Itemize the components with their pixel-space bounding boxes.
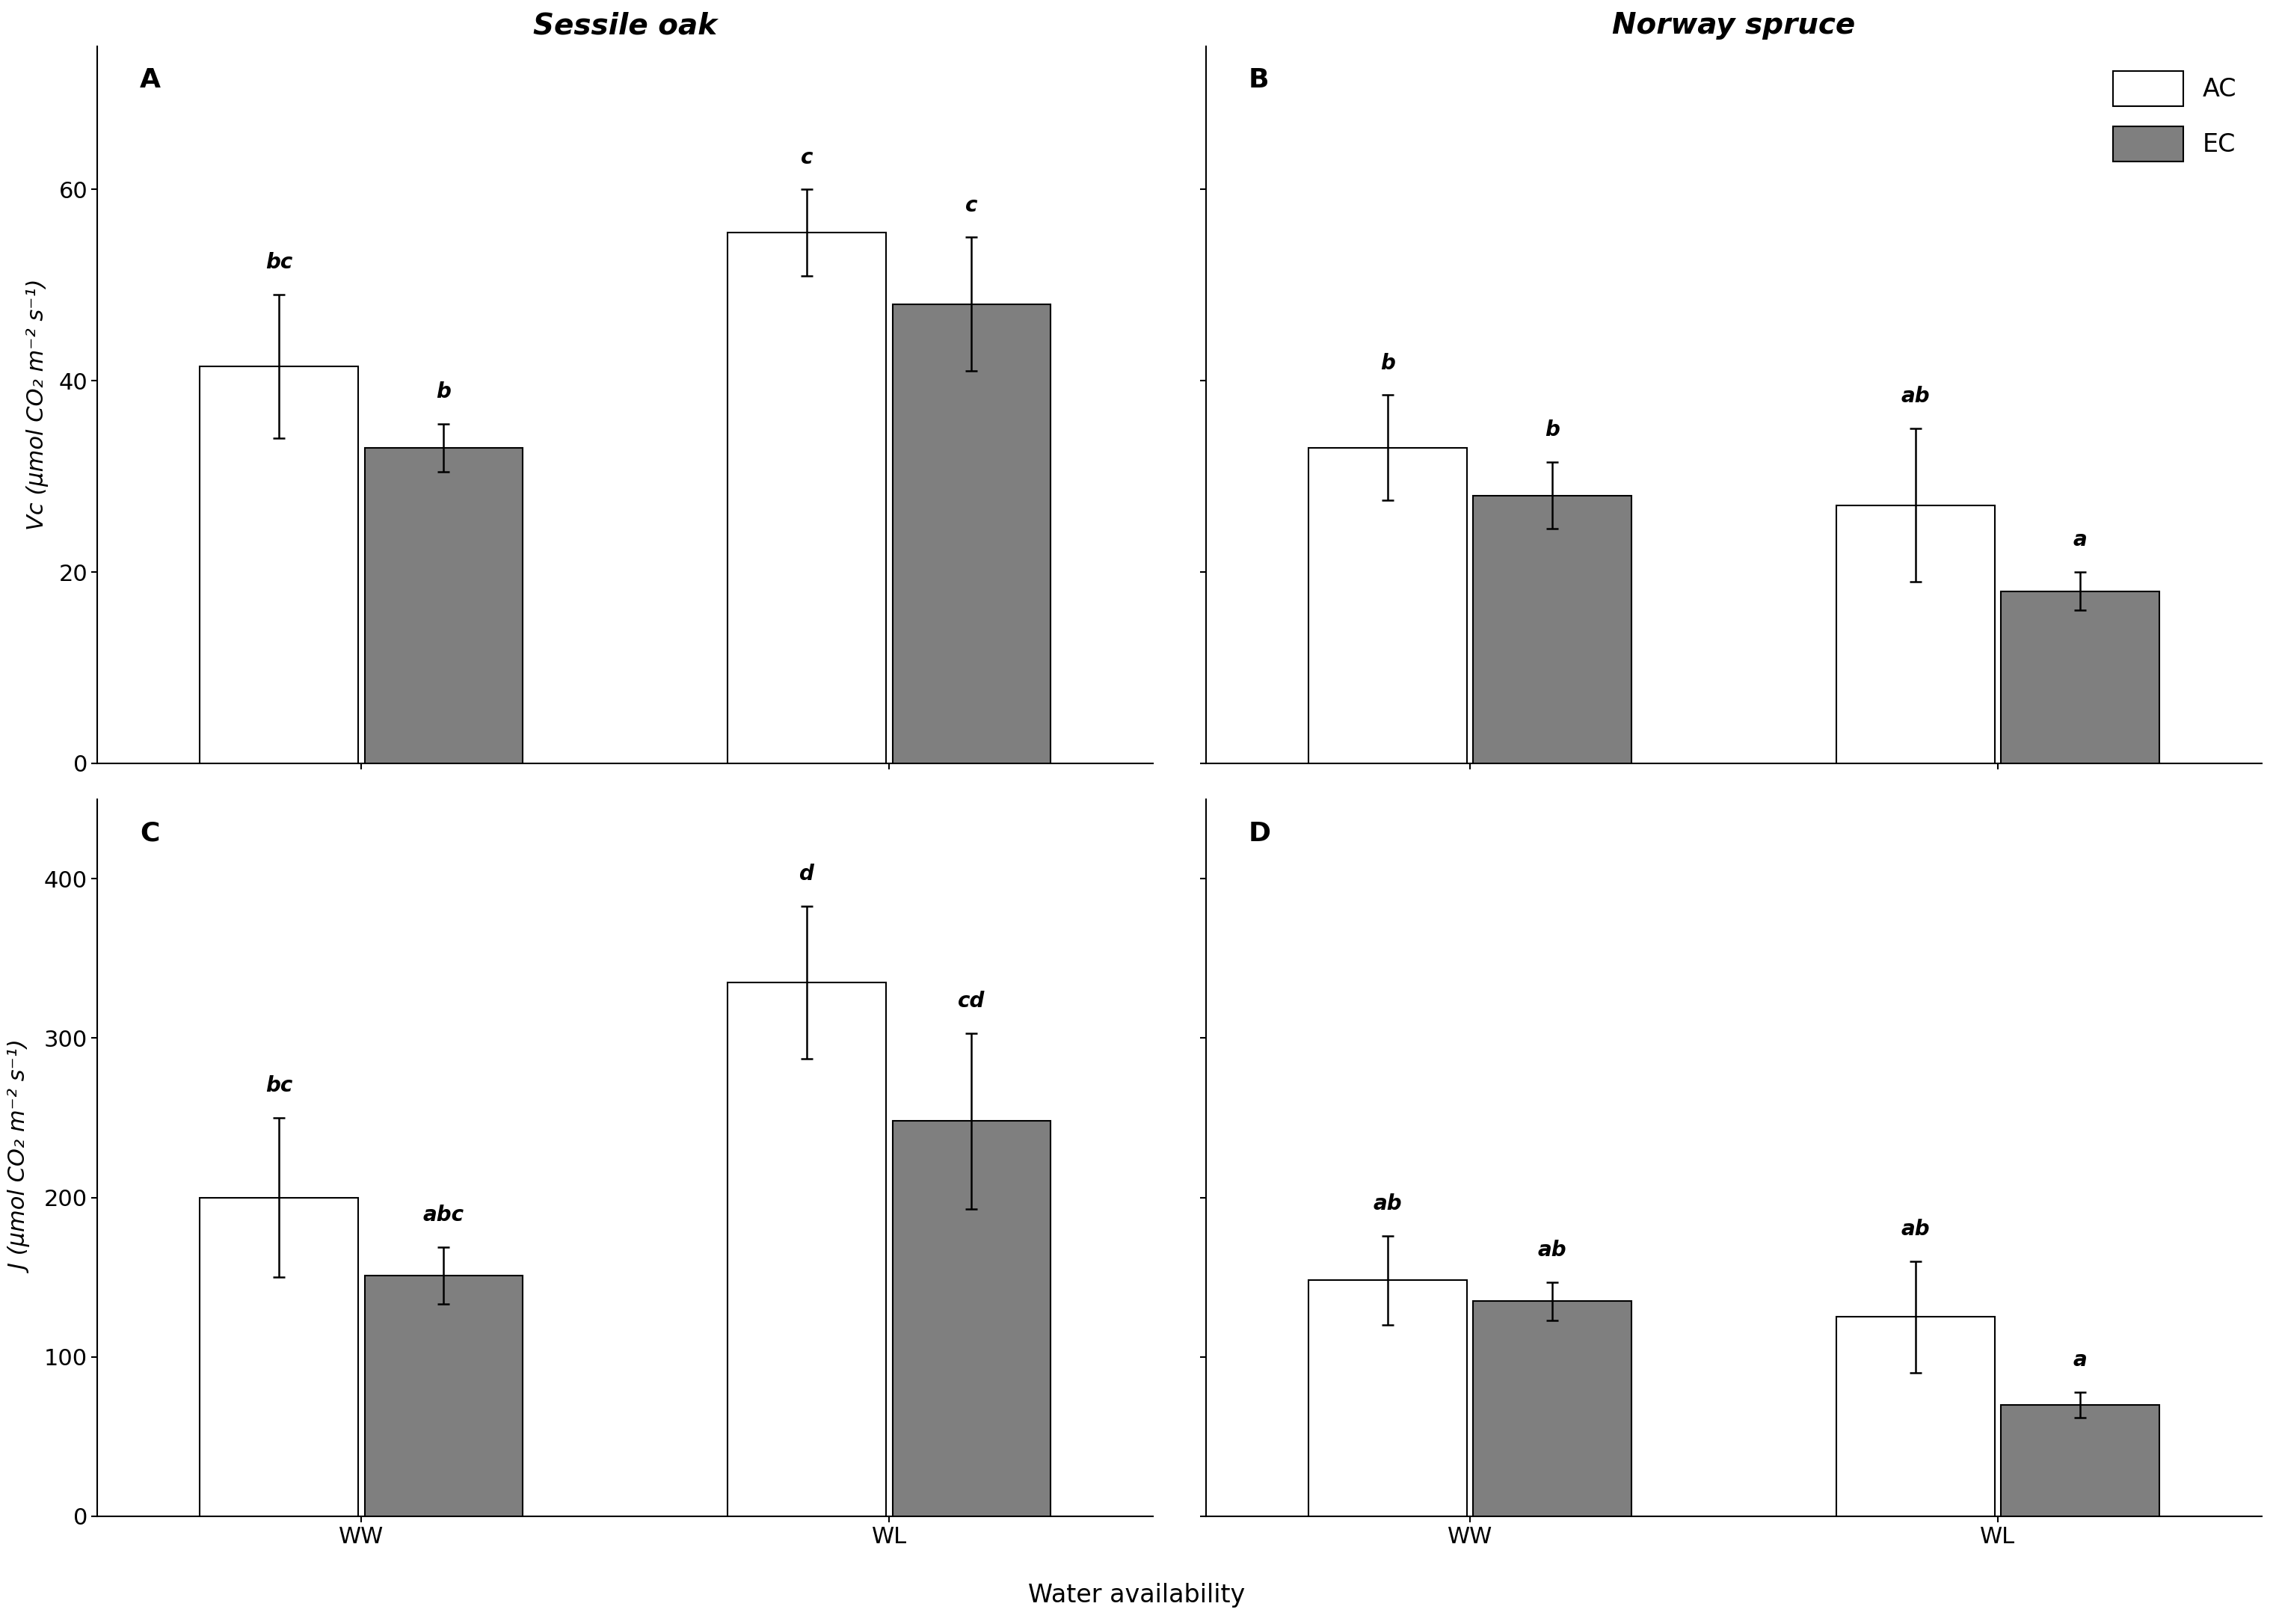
- Text: cd: cd: [957, 991, 984, 1012]
- Text: b: b: [1546, 419, 1559, 440]
- Bar: [893, 304, 1050, 763]
- Text: a: a: [2073, 1350, 2087, 1371]
- Bar: [1837, 1317, 1996, 1517]
- Text: c: c: [800, 148, 814, 167]
- Bar: [1473, 1301, 1632, 1517]
- Text: B: B: [1248, 68, 1268, 93]
- Bar: [1309, 448, 1466, 763]
- Y-axis label: J (μmol CO₂ m⁻² s⁻¹): J (μmol CO₂ m⁻² s⁻¹): [11, 1043, 34, 1273]
- Bar: [1837, 505, 1996, 763]
- Bar: [2000, 1405, 2159, 1517]
- Text: ab: ab: [1900, 387, 1930, 408]
- Text: C: C: [139, 820, 159, 846]
- Bar: [364, 448, 523, 763]
- Bar: [200, 367, 359, 763]
- Bar: [364, 1275, 523, 1517]
- Y-axis label: Vc (μmol CO₂ m⁻² s⁻¹): Vc (μmol CO₂ m⁻² s⁻¹): [25, 279, 48, 531]
- Text: d: d: [800, 864, 814, 885]
- Text: bc: bc: [266, 252, 293, 273]
- Text: abc: abc: [423, 1205, 464, 1226]
- Legend: AC, EC: AC, EC: [2100, 58, 2250, 174]
- Text: ab: ab: [1539, 1239, 1566, 1260]
- Text: Water availability: Water availability: [1027, 1583, 1246, 1608]
- Text: a: a: [2073, 529, 2087, 551]
- Text: bc: bc: [266, 1075, 293, 1096]
- Bar: [727, 232, 886, 763]
- Text: b: b: [436, 382, 450, 403]
- Bar: [727, 983, 886, 1517]
- Bar: [2000, 591, 2159, 763]
- Bar: [200, 1197, 359, 1517]
- Text: ab: ab: [1900, 1220, 1930, 1239]
- Text: b: b: [1380, 352, 1396, 374]
- Text: A: A: [139, 68, 161, 93]
- Title: Sessile oak: Sessile oak: [534, 11, 718, 39]
- Title: Norway spruce: Norway spruce: [1612, 11, 1855, 39]
- Bar: [1309, 1280, 1466, 1517]
- Text: ab: ab: [1373, 1194, 1402, 1215]
- Text: c: c: [966, 195, 977, 216]
- Text: D: D: [1248, 820, 1271, 846]
- Bar: [1473, 495, 1632, 763]
- Bar: [893, 1121, 1050, 1517]
